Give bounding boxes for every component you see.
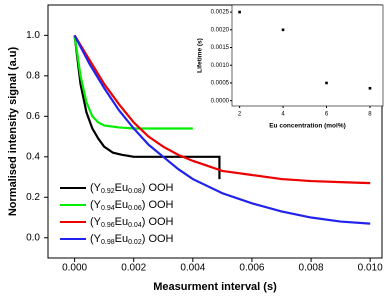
- plot-frame: [231, 4, 384, 107]
- y-tick-label: 0.2: [26, 192, 40, 203]
- y-tick-label: 0.0: [26, 232, 40, 243]
- y-tick-label: 0.0005: [211, 81, 230, 87]
- legend-label: (Y0.96Eu0.04) OOH: [90, 216, 174, 229]
- series-line: [73, 35, 221, 180]
- series-line: [73, 35, 193, 130]
- series-line: [73, 34, 371, 225]
- point: [368, 86, 372, 90]
- legend-label: (Y0.98Eu0.02) OOH: [90, 233, 174, 246]
- x-axis-title: Measurment interval (s): [153, 281, 277, 293]
- x-tick-label: 0.006: [239, 263, 264, 274]
- x-tick-label: 6: [325, 112, 329, 118]
- point: [238, 10, 241, 14]
- y-tick-label: 0.0025: [211, 10, 230, 16]
- x-tick-label: 2: [238, 112, 242, 118]
- point: [325, 81, 328, 85]
- y-tick-label: 0.4: [26, 151, 40, 162]
- y-tick-label: 0.8: [26, 70, 40, 81]
- y-axis-title: Lifetime (s): [197, 38, 204, 73]
- legend-label: (Y0.94Eu0.06) OOH: [90, 199, 174, 212]
- x-tick-label: 0.000: [62, 263, 87, 274]
- x-tick-label: 0.002: [121, 263, 146, 274]
- plot-scatter: 2 4 6 8 0.0000 0.0005 0.0010 0.0015 0.0020 0.0025…: [197, 4, 384, 130]
- y-axis-title: Normalised intensity signal (a.u): [7, 47, 19, 217]
- x-axis-title: Eu concentration (mol%): [269, 123, 346, 130]
- x-tick-label: 0.004: [180, 263, 205, 274]
- y-tick-label: 1.0: [26, 30, 40, 41]
- x-tick-label: 4: [281, 112, 285, 118]
- x-tick-label: 0.010: [358, 263, 383, 274]
- y-tick-label: 0.0015: [211, 45, 230, 51]
- x-tick-label: 0.008: [299, 263, 324, 274]
- legend-label: (Y0.92Eu0.08) OOH: [90, 182, 174, 195]
- y-tick-label: 0.0020: [211, 27, 230, 33]
- x-tick-label: 8: [368, 112, 372, 118]
- y-tick-label: 0.0000: [211, 98, 230, 104]
- y-tick-label: 0.6: [26, 111, 40, 122]
- y-tick-label: 0.0010: [211, 63, 230, 69]
- point: [281, 28, 285, 32]
- series-line: [73, 34, 371, 185]
